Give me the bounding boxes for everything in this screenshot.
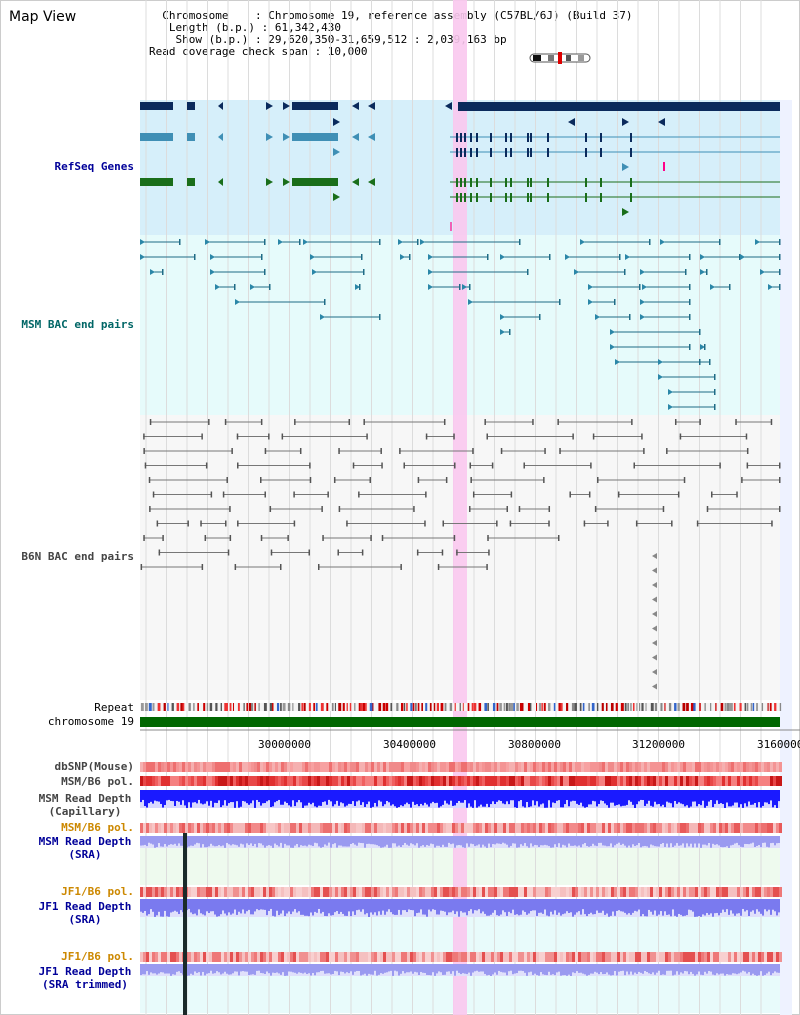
repeat-track[interactable] — [140, 703, 782, 711]
axis-tick-label: 31200000 — [632, 738, 685, 751]
axis-tick-label: 31600000 — [757, 738, 800, 751]
position-axis: 30000000 30400000 30800000 31200000 31600000 — [140, 729, 800, 751]
read-depth-tracks[interactable] — [140, 790, 780, 976]
gap-marker — [183, 833, 187, 1015]
dbsnp-label: dbSNP(Mouse) — [54, 760, 134, 773]
selection-highlight[interactable] — [453, 0, 467, 1015]
msm-b6-pol-label-2: MSM/B6 pol. — [61, 821, 134, 834]
b6n-bac-end-pairs[interactable] — [140, 419, 781, 690]
msm-bac-label[interactable]: MSM BAC end pairs — [21, 318, 134, 331]
axis-tick-label: 30400000 — [383, 738, 436, 751]
info-coverage-span: Read coverage check span : 10,000 — [149, 45, 368, 58]
axis-tick-label: 30800000 — [508, 738, 561, 751]
msm-depth-sra-label: MSM Read Depth (SRA) — [38, 835, 132, 861]
repeat-label: Repeat — [94, 701, 134, 714]
axis-tick-label: 30000000 — [258, 738, 311, 751]
page-title: Map View — [9, 9, 77, 25]
jf1-b6-pol-label: JF1/B6 pol. — [61, 885, 134, 898]
jf1-depth-sra-label: JF1 Read Depth (SRA) — [38, 900, 132, 926]
msm-bac-end-pairs[interactable] — [140, 239, 781, 410]
b6n-bac-label[interactable]: B6N BAC end pairs — [21, 550, 134, 563]
refseq-exon-ticks — [456, 133, 632, 202]
chromosome-label: chromosome 19 — [47, 715, 134, 728]
jf1-b6-pol-label-2: JF1/B6 pol. — [61, 950, 134, 963]
chromosome-ideogram[interactable] — [529, 52, 591, 64]
chromosome-bar[interactable] — [140, 717, 780, 727]
jf1-depth-trimmed-label: JF1 Read Depth (SRA trimmed) — [38, 965, 132, 991]
msm-b6-pol-label: MSM/B6 pol. — [61, 775, 134, 788]
info-length: Length (b.p.) : 61,342,430 — [149, 21, 342, 34]
polymorphism-strips[interactable] — [140, 762, 782, 962]
right-gutter — [780, 100, 792, 1015]
refseq-label[interactable]: RefSeq Genes — [54, 160, 134, 173]
msm-depth-capillary-label: MSM Read Depth (Capillary) — [38, 792, 132, 818]
